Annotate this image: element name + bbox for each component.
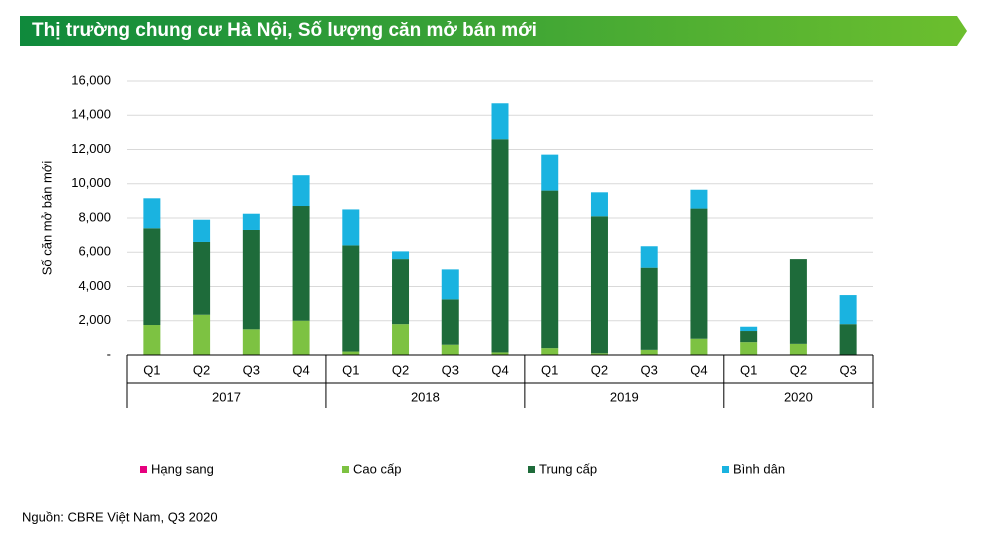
x-tick-label: Q1 bbox=[342, 362, 359, 377]
bar-segment bbox=[292, 320, 310, 355]
x-tick-label: Q4 bbox=[491, 362, 508, 377]
bar-segment bbox=[491, 103, 509, 140]
bar-segment bbox=[839, 295, 857, 325]
legend-swatch bbox=[722, 466, 729, 473]
bar-segment bbox=[590, 216, 608, 354]
x-tick-label: Q3 bbox=[839, 362, 856, 377]
bar-segment bbox=[690, 338, 708, 355]
legend-label: Cao cấp bbox=[353, 461, 401, 476]
x-tick-label: Q3 bbox=[243, 362, 260, 377]
bar-segment bbox=[590, 353, 608, 355]
title-banner bbox=[20, 16, 967, 46]
legend-swatch bbox=[342, 466, 349, 473]
x-tick-label: Q3 bbox=[442, 362, 459, 377]
bar-segment bbox=[193, 219, 211, 242]
bar-segment bbox=[640, 349, 658, 355]
bar-segment bbox=[491, 139, 509, 353]
bar-segment bbox=[242, 213, 260, 230]
y-tick-label: 4,000 bbox=[78, 278, 111, 293]
bar-segment bbox=[740, 326, 758, 332]
bar-segment bbox=[193, 314, 211, 355]
bar-segment bbox=[242, 229, 260, 330]
bar-segment bbox=[839, 324, 857, 355]
bar-segment bbox=[789, 343, 807, 355]
x-tick-label: Q2 bbox=[591, 362, 608, 377]
x-tick-label: Q4 bbox=[292, 362, 309, 377]
chart-title: Thị trường chung cư Hà Nội, Số lượng căn… bbox=[32, 20, 537, 41]
x-tick-label: Q4 bbox=[690, 362, 707, 377]
y-tick-label: 8,000 bbox=[78, 209, 111, 224]
bar-segment bbox=[690, 189, 708, 209]
y-tick-label: 12,000 bbox=[71, 141, 111, 156]
legend-label: Bình dân bbox=[733, 461, 785, 476]
legend-label: Trung cấp bbox=[539, 461, 597, 476]
bar-segment bbox=[342, 245, 360, 352]
bar-segment bbox=[541, 190, 559, 349]
x-tick-label: Q3 bbox=[641, 362, 658, 377]
bar-segment bbox=[690, 208, 708, 339]
bar-segment bbox=[441, 299, 459, 345]
group-label: 2020 bbox=[784, 389, 813, 404]
bar-segment bbox=[193, 241, 211, 315]
group-label: 2018 bbox=[411, 389, 440, 404]
bar-segment bbox=[292, 206, 310, 321]
group-label: 2017 bbox=[212, 389, 241, 404]
bar-segment bbox=[491, 352, 509, 355]
group-label: 2019 bbox=[610, 389, 639, 404]
bar-segment bbox=[640, 267, 658, 350]
x-tick-label: Q2 bbox=[392, 362, 409, 377]
x-tick-label: Q1 bbox=[740, 362, 757, 377]
y-tick-label: - bbox=[107, 346, 111, 361]
bar-segment bbox=[590, 192, 608, 217]
y-tick-label: 2,000 bbox=[78, 312, 111, 327]
bar-segment bbox=[392, 324, 410, 355]
bar-segment bbox=[342, 351, 360, 355]
bar-segment bbox=[292, 175, 310, 207]
x-tick-label: Q1 bbox=[541, 362, 558, 377]
source: Nguồn: CBRE Việt Nam, Q3 2020 bbox=[22, 509, 218, 524]
legend-swatch bbox=[528, 466, 535, 473]
x-tick-label: Q2 bbox=[790, 362, 807, 377]
bar-segment bbox=[640, 246, 658, 268]
bar-segment bbox=[143, 228, 161, 326]
x-tick-label: Q2 bbox=[193, 362, 210, 377]
y-tick-label: 16,000 bbox=[71, 72, 111, 87]
y-tick-label: 10,000 bbox=[71, 175, 111, 190]
y-tick-label: 6,000 bbox=[78, 244, 111, 259]
bar-segment bbox=[441, 269, 459, 300]
bar-segment bbox=[541, 154, 559, 191]
bar-segment bbox=[392, 251, 410, 260]
bar-segment bbox=[541, 348, 559, 355]
legend-label: Hạng sang bbox=[151, 461, 214, 476]
bar-segment bbox=[242, 329, 260, 355]
y-tick-label: 14,000 bbox=[71, 107, 111, 122]
x-tick-label: Q1 bbox=[143, 362, 160, 377]
bar-segment bbox=[143, 198, 161, 229]
bar-segment bbox=[740, 342, 758, 355]
bar-segment bbox=[789, 259, 807, 344]
bar-segment bbox=[143, 325, 161, 355]
bar-segment bbox=[342, 209, 360, 246]
bar-segment bbox=[740, 331, 758, 343]
bar-segment bbox=[392, 259, 410, 325]
legend-swatch bbox=[140, 466, 147, 473]
y-axis-label: Số căn mở bán mới bbox=[39, 161, 54, 276]
bar-segment bbox=[441, 344, 459, 355]
